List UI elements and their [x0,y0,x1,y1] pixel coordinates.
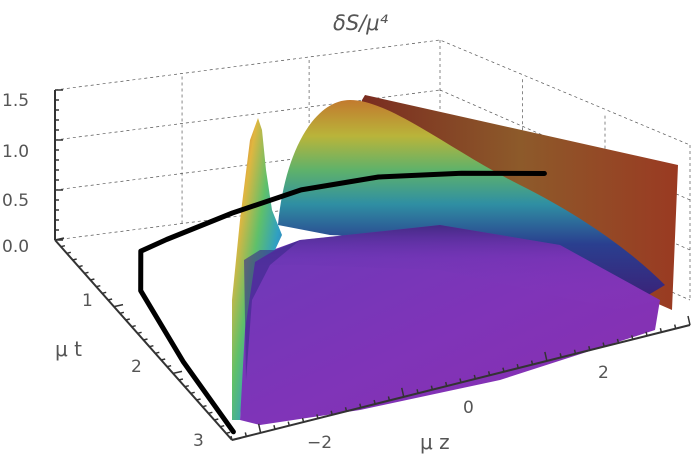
y-tick [54,237,65,241]
x-tick [273,425,276,430]
x-tick [559,353,562,358]
z-tick-label: 1.5 [2,91,29,111]
surface-spike [232,118,282,420]
x-tick [344,407,348,412]
x-tick [244,432,248,437]
x-tick [673,324,677,329]
x-tick [387,396,391,401]
y-tick [84,271,89,275]
y-tick [190,391,195,395]
x-tick [444,381,448,387]
y-tick [231,437,242,441]
y-tick-label: 1 [82,291,93,311]
x-tick [316,414,319,419]
x-tick-labels: −2 0 2 [307,363,609,453]
grid-line [54,89,441,141]
chart-title: δS/μ⁴ [333,11,389,35]
surface-spike-shadow [244,240,300,380]
y-tick [149,344,154,348]
x-tick [602,342,605,347]
y-tick-labels: 1 2 3 [82,291,204,451]
x-tick [573,349,577,354]
y-tick [78,264,83,268]
y-tick [196,398,201,401]
z-tick-label: 1.0 [2,142,29,162]
surface [232,95,678,425]
x-tick [401,387,405,398]
x-tick [430,385,434,390]
x-tick [588,345,591,351]
x-tick [330,410,333,416]
y-tick [72,258,77,261]
y-tick [137,331,142,335]
y-tick [131,324,136,328]
x-tick [359,403,362,408]
x-tick [502,367,505,372]
axis-ticks [54,89,691,441]
x-tick [473,374,477,380]
x-tick-label: −2 [307,433,332,453]
y-tick [125,318,130,321]
y-tick [90,278,95,281]
y-tick [202,404,207,408]
curve-line [138,170,547,435]
x-tick [659,328,663,333]
y-tick [161,358,166,361]
x-tick [257,423,262,433]
x-tick [645,331,648,336]
y-tick [220,424,225,428]
x-tick [459,378,462,383]
z-tick-labels: 1.5 1.0 0.5 0.0 [2,91,29,257]
y-tick [107,298,113,301]
y-tick [172,370,183,375]
y-tick-label: 3 [193,431,204,451]
z-tick-label: 0.5 [2,191,29,211]
y-axis-label: μ t [55,337,82,361]
y-tick [155,351,160,355]
x-tick [516,363,519,369]
y-tick [225,431,231,435]
x-tick [373,399,376,405]
y-tick [102,291,107,295]
x-tick [487,371,491,376]
y-tick-label: 2 [131,357,142,377]
x-tick-label: 2 [598,363,609,383]
y-tick [96,284,101,288]
y-tick [60,244,66,248]
y-tick [178,378,184,381]
y-tick [66,251,71,255]
y-tick [113,303,124,308]
x-tick [287,421,290,426]
surface-floor-shade [245,225,660,310]
y-tick [208,411,213,415]
x-tick [687,315,691,326]
y-tick [184,384,189,388]
y-tick [119,311,125,315]
y-tick [143,338,148,341]
x-tick [544,351,548,362]
x-axis-label: μ z [420,430,450,454]
x-tick [631,335,634,340]
z-tick-label: 0.0 [2,237,29,257]
x-tick [301,417,305,423]
x-tick [530,360,534,365]
y-tick [214,418,219,421]
x-tick-label: 0 [463,398,474,418]
x-tick [616,338,620,344]
x-tick [230,435,233,441]
x-tick [416,389,419,394]
y-tick [166,364,172,368]
